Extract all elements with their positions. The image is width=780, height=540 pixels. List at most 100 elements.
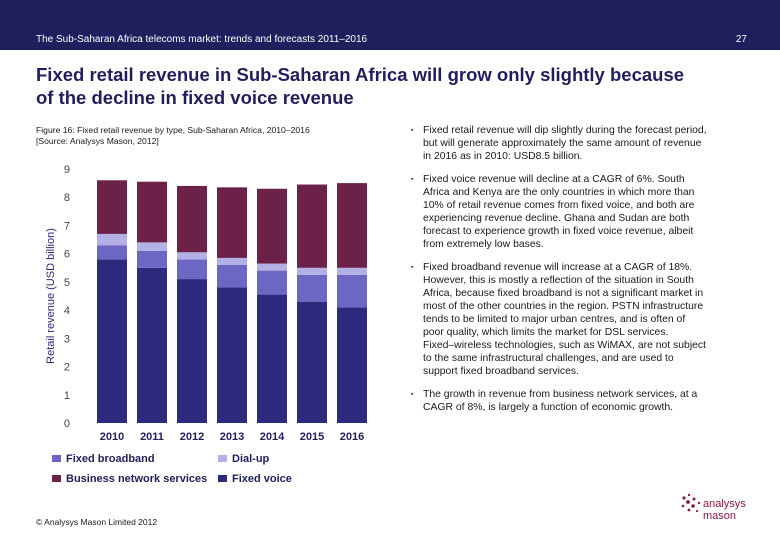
legend-swatch: [218, 455, 227, 462]
bullet-text-line: forecast to experience growth in fixed v…: [423, 226, 694, 237]
bar-segment: [97, 245, 127, 260]
bar-segment: [137, 267, 167, 423]
logo-wordmark: analysys: [703, 498, 746, 510]
slide-headline: Fixed retail revenue in Sub-Saharan Afri…: [36, 63, 756, 109]
bullet-item: ▪ Fixed voice revenue will decline at a C…: [411, 173, 756, 251]
bullet-text-line: Fixed broadband revenue will increase at…: [423, 262, 693, 273]
bullet-text-line: most of the other countries in the regio…: [423, 301, 704, 312]
bar-segment: [217, 187, 247, 258]
bar-segment: [217, 264, 247, 288]
headline-line: of the decline in fixed voice revenue: [36, 87, 354, 108]
bullet-marker: ▪: [411, 264, 414, 271]
bullet-text-line: The growth in revenue from business netw…: [423, 389, 698, 400]
legend-label: Fixed broadband: [66, 453, 155, 465]
logo-dot: [682, 496, 686, 500]
copyright-footer: © Analysys Mason Limited 2012: [36, 517, 158, 527]
caption-line: [Source: Analysys Mason, 2012]: [36, 136, 159, 146]
bar-segment: [177, 259, 207, 280]
bar-segment: [97, 233, 127, 246]
x-tick-label: 2016: [340, 431, 364, 443]
bar-segment: [337, 307, 367, 423]
logo-dot: [686, 500, 690, 504]
logo-dot: [697, 501, 701, 505]
bullet-text-line: from extremely low bases.: [423, 239, 544, 250]
bullet-text-line: but will generate approximately the same…: [423, 138, 702, 149]
caption-line: Figure 16: Fixed retail revenue by type,…: [36, 125, 310, 135]
bullet-text-line: Fixed retail revenue will dip slightly d…: [423, 125, 707, 136]
bullet-item: ▪ Fixed broadband revenue will increase a…: [411, 261, 756, 378]
y-tick-label: 8: [64, 192, 70, 204]
y-tick-label: 3: [64, 333, 70, 345]
x-tick-label: 2011: [140, 431, 164, 443]
header-bar: The Sub-Saharan Africa telecoms market: …: [0, 0, 780, 50]
y-tick-label: 0: [64, 418, 70, 430]
bullet-text-line: in 2016 as in 2010: USD8.5 billion.: [423, 151, 583, 162]
bullet-text-line: Africa, because fixed broadband is not a…: [423, 288, 704, 299]
y-tick-label: 6: [64, 249, 70, 261]
bullet-item: ▪ The growth in revenue from business net…: [411, 388, 756, 414]
y-tick-label: 7: [64, 220, 70, 232]
x-tick-label: 2014: [260, 431, 285, 443]
bullet-marker: ▪: [411, 176, 414, 183]
bar-segment: [137, 250, 167, 268]
bar-segment: [217, 287, 247, 423]
bar-segment: [257, 270, 287, 295]
y-tick-label: 2: [64, 362, 70, 374]
y-axis-title: Retail revenue (USD billion): [45, 228, 57, 364]
logo-dot: [691, 504, 695, 508]
logo-dot: [692, 497, 696, 501]
logo-dot: [687, 508, 691, 512]
x-tick-label: 2015: [300, 431, 324, 443]
y-tick-label: 5: [64, 277, 70, 289]
bullet-text-line: tends to be limited to major urban centr…: [423, 314, 686, 325]
bullet-text-line: poor quality, which limits the market fo…: [423, 327, 669, 338]
bar-segment: [257, 263, 287, 271]
bullet-text-line: 10% of retail revenue comes from fixed v…: [423, 200, 695, 211]
logo-dot: [687, 493, 691, 497]
y-tick-label: 9: [64, 164, 70, 176]
bullet-item: ▪ Fixed retail revenue will dip slightly …: [411, 124, 756, 163]
document-title: The Sub-Saharan Africa telecoms market: …: [36, 34, 368, 45]
bar-segment: [297, 274, 327, 302]
bullet-marker: ▪: [411, 391, 414, 398]
bar-segment: [97, 259, 127, 423]
bar-segment: [177, 252, 207, 260]
bullet-list: ▪ Fixed retail revenue will dip slightly …: [411, 124, 756, 424]
bar-segment: [337, 183, 367, 268]
bar-segment: [297, 184, 327, 268]
bullet-text-line: CAGR of 8%, is largely a function of eco…: [423, 402, 674, 413]
bar-segment: [337, 267, 367, 275]
bar-segment: [177, 279, 207, 423]
legend-swatch: [52, 455, 61, 462]
legend-swatch: [218, 475, 227, 482]
bullet-text-line: Africa and Kenya are the only countries …: [423, 187, 695, 198]
bar-segment: [97, 180, 127, 234]
bar-segment: [217, 257, 247, 265]
y-tick-label: 4: [64, 305, 70, 317]
bar-segment: [337, 274, 367, 308]
bullet-text-line: support fixed broadband services.: [423, 366, 579, 377]
bullet-text-line: However, this is mostly a reflection of …: [423, 275, 694, 286]
legend-swatch: [52, 475, 61, 482]
logo-dot: [681, 504, 685, 508]
bullet-text-line: Fixed voice revenue will decline at a CA…: [423, 174, 685, 185]
bar-segment: [297, 301, 327, 423]
x-tick-label: 2013: [220, 431, 244, 443]
bar-segment: [137, 242, 167, 251]
headline-line: Fixed retail revenue in Sub-Saharan Afri…: [36, 64, 685, 85]
stacked-bar-chart: 0 1 2 3 4 5 6 7 8 9 Retail revenue (USD billion) 20…: [45, 164, 367, 485]
legend-label: Dial-up: [232, 453, 270, 465]
bar-segment: [177, 185, 207, 253]
x-tick-label: 2010: [100, 431, 124, 443]
bullet-marker: ▪: [411, 127, 414, 134]
bullet-text-line: Fixed–wireless technologies, such as WiM…: [423, 340, 706, 351]
page-number: 27: [735, 34, 747, 45]
bar-segment: [257, 188, 287, 264]
figure-caption: Figure 16: Fixed retail revenue by type,…: [36, 125, 376, 147]
bar-segment: [137, 181, 167, 243]
y-tick-label: 1: [64, 390, 70, 402]
bullet-text-line: experiencing revenue decline. Ghana and …: [423, 213, 690, 224]
legend-label: Business network services: [66, 473, 207, 485]
legend-label: Fixed voice: [232, 473, 292, 485]
